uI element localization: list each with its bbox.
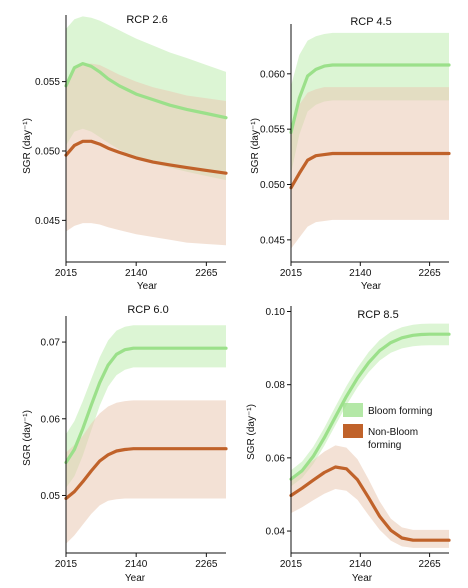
x-tick-label: 2015 — [55, 559, 78, 570]
x-axis-label: Year — [125, 573, 146, 584]
uncertainty-bands — [66, 325, 226, 544]
panel-rcp-6-0: 2015 2140 2265 0.05 0.06 0.07 RCP 6.0 Year SG… — [22, 304, 228, 584]
y-tick-label: 0.08 — [266, 380, 286, 391]
panel-title: RCP 6.0 — [127, 304, 168, 316]
axes: 2015 2140 2265 0.04 0.06 0.08 0.10 — [266, 306, 449, 570]
uncertainty-bands — [291, 32, 449, 249]
y-tick-label: 0.050 — [35, 146, 60, 157]
line-bloom — [289, 332, 451, 481]
y-tick-label: 0.055 — [35, 77, 60, 88]
line-nonbloom — [289, 465, 451, 542]
uncertainty-bands — [66, 16, 226, 246]
x-axis-label: Year — [361, 281, 382, 292]
legend: Bloom forming Non-Bloom forming — [343, 403, 432, 451]
axes: 2015 2140 2265 0.05 0.06 0.07 — [41, 316, 226, 570]
line-nonbloom — [289, 151, 451, 190]
legend-label-nonbloom-line2: forming — [368, 440, 401, 451]
y-axis-label: SGR (day⁻¹) — [250, 118, 261, 174]
x-tick-label: 2015 — [55, 268, 78, 279]
panel-title: RCP 4.5 — [350, 16, 391, 28]
legend-swatch-nonbloom — [343, 424, 363, 438]
line-nonbloom — [64, 139, 228, 175]
x-tick-label: 2140 — [349, 559, 372, 570]
y-tick-label: 0.060 — [260, 69, 285, 80]
axes: 2015 2140 2265 0.045 0.050 0.055 — [35, 15, 226, 279]
x-tick-label: 2265 — [418, 268, 441, 279]
y-tick-label: 0.06 — [266, 453, 286, 464]
y-tick-label: 0.055 — [260, 125, 285, 136]
x-tick-label: 2265 — [418, 559, 441, 570]
line-bloom — [289, 63, 451, 135]
x-tick-label: 2140 — [125, 268, 148, 279]
x-axis-label: Year — [352, 573, 373, 584]
band-nonbloom — [291, 87, 449, 249]
panel-rcp-4-5: 2015 2140 2265 0.045 0.050 0.055 0.060 RCP 4.5… — [250, 16, 451, 292]
y-tick-label: 0.10 — [266, 307, 286, 318]
y-tick-label: 0.05 — [41, 491, 61, 502]
axes: 2015 2140 2265 0.045 0.050 0.055 0.060 — [260, 24, 449, 279]
band-bloom — [291, 32, 449, 174]
y-tick-label: 0.050 — [260, 180, 285, 191]
series-lines — [64, 62, 228, 175]
panel-rcp-2-6: 2015 2140 2265 0.045 0.050 0.055 RCP 2.6 Year… — [22, 14, 228, 292]
y-tick-label: 0.045 — [35, 216, 60, 227]
legend-label-nonbloom-line1: Non-Bloom — [368, 427, 418, 438]
y-axis-label: SGR (day⁻¹) — [22, 410, 33, 466]
y-tick-label: 0.045 — [260, 235, 285, 246]
y-axis-label: SGR (day⁻¹) — [246, 404, 257, 460]
line-nonbloom — [64, 447, 228, 501]
series-lines — [289, 63, 451, 190]
y-axis-label: SGR (day⁻¹) — [22, 118, 33, 174]
line-bloom — [64, 62, 228, 120]
y-tick-label: 0.04 — [266, 527, 286, 538]
panel-rcp-8-5: 2015 2140 2265 0.04 0.06 0.08 0.10 RCP 8.5 Yea… — [246, 306, 451, 584]
x-axis-label: Year — [137, 281, 158, 292]
line-bloom — [64, 346, 228, 465]
panel-title: RCP 8.5 — [357, 309, 398, 321]
legend-label-nonbloom: Non-Bloom forming — [368, 427, 421, 451]
legend-label-bloom: Bloom forming — [368, 406, 432, 417]
x-tick-label: 2140 — [125, 559, 148, 570]
x-tick-label: 2265 — [195, 559, 218, 570]
x-tick-label: 2140 — [349, 268, 372, 279]
panel-title: RCP 2.6 — [126, 14, 167, 26]
y-tick-label: 0.07 — [41, 338, 61, 349]
x-tick-label: 2015 — [280, 268, 303, 279]
x-tick-label: 2265 — [195, 268, 218, 279]
x-tick-label: 2015 — [280, 559, 303, 570]
series-lines — [289, 332, 451, 542]
series-lines — [64, 346, 228, 501]
y-tick-label: 0.06 — [41, 414, 61, 425]
band-nonbloom — [66, 400, 226, 544]
legend-swatch-bloom — [343, 403, 363, 417]
band-nonbloom — [291, 445, 449, 548]
